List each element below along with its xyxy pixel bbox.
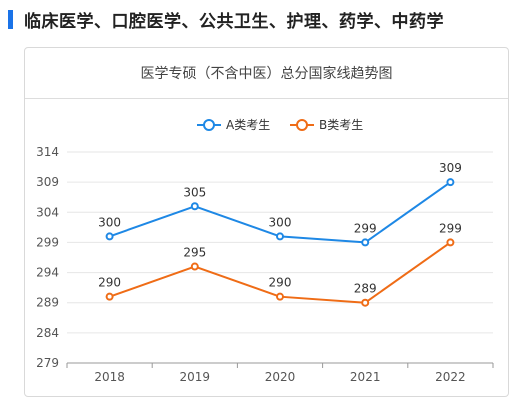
data-point: [361, 298, 370, 307]
data-point: [105, 292, 114, 301]
x-tick-label: 2022: [435, 370, 466, 384]
data-point: [446, 238, 455, 247]
data-label: 299: [354, 221, 377, 235]
data-label: 289: [354, 282, 377, 296]
chart-title: 医学专硕（不含中医）总分国家线趋势图: [140, 66, 393, 82]
y-tick-label: 314: [36, 145, 59, 159]
data-label: 309: [439, 161, 462, 175]
section-title: 临床医学、口腔医学、公共卫生、护理、药学、中药学: [24, 11, 444, 32]
section-header: 临床医学、口腔医学、公共卫生、护理、药学、中药学: [8, 6, 444, 32]
x-tick-label: 2021: [350, 370, 381, 384]
data-label: 295: [183, 246, 206, 260]
line-chart: 279 284 289 294 299 304 309 314 2018 2019 2020 2021…: [36, 118, 494, 384]
y-tick-label: 289: [36, 296, 59, 310]
data-label: 290: [269, 276, 292, 290]
data-point: [361, 238, 370, 247]
data-label: 299: [439, 221, 462, 235]
data-label: 300: [98, 215, 121, 229]
section-accent-bar: [8, 9, 13, 29]
legend-label: B类考生: [319, 118, 363, 132]
data-label: 305: [183, 185, 206, 199]
data-point: [190, 202, 199, 211]
data-point: [446, 178, 455, 187]
y-tick-label: 309: [36, 175, 59, 189]
x-tick-label: 2020: [265, 370, 296, 384]
y-tick-label: 284: [36, 326, 59, 340]
chart-card: 医学专硕（不含中医）总分国家线趋势图 279 284 289 294 299 304 309…: [24, 47, 509, 397]
data-label: 290: [98, 276, 121, 290]
chart-title-bar: 医学专硕（不含中医）总分国家线趋势图: [25, 48, 508, 99]
legend-swatch-marker: [203, 119, 215, 131]
y-tick-label: 294: [36, 266, 59, 280]
y-tick-label: 299: [36, 235, 59, 249]
x-tick-label: 2019: [180, 370, 211, 384]
data-point: [105, 232, 114, 241]
y-tick-label: 304: [36, 205, 59, 219]
data-point: [276, 232, 284, 241]
legend-swatch-marker: [296, 119, 308, 131]
data-point: [190, 262, 199, 271]
data-point: [276, 292, 284, 301]
y-tick-label: 279: [36, 356, 59, 370]
legend-label: A类考生: [226, 118, 270, 132]
x-tick-label: 2018: [94, 370, 125, 384]
data-label: 300: [269, 215, 292, 229]
